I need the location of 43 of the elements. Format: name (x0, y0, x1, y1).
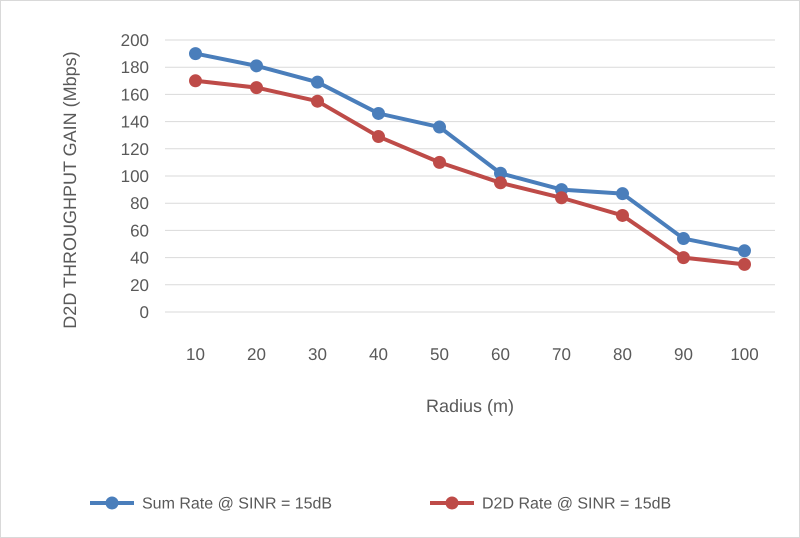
x-tick-label: 70 (552, 345, 571, 364)
y-tick-label: 80 (130, 194, 149, 214)
point (189, 47, 202, 60)
x-tick-label: 10 (186, 345, 205, 364)
legend-label: Sum Rate @ SINR = 15dB (142, 496, 332, 513)
x-tick-label: 20 (247, 345, 266, 364)
y-tick-label: 20 (130, 276, 149, 295)
y-tick-label: 60 (130, 221, 149, 240)
x-tick-label: 80 (613, 345, 632, 364)
point (189, 74, 202, 88)
point (433, 120, 446, 134)
point (372, 130, 385, 144)
y-tick-label: 40 (130, 248, 149, 268)
y-tick-label: 120 (120, 140, 149, 159)
point (616, 187, 629, 200)
point (677, 232, 690, 246)
point (433, 156, 446, 169)
x-tick-label: 90 (674, 345, 693, 364)
point (250, 81, 263, 94)
x-tick-label: 60 (491, 345, 510, 364)
y-tick-label: 200 (120, 30, 149, 50)
point (311, 76, 324, 89)
y-tick-label: 140 (120, 112, 149, 132)
x-tick-label: 100 (730, 345, 759, 364)
point (494, 176, 507, 190)
y-tick-label: 100 (120, 166, 149, 186)
point (250, 59, 263, 72)
point (372, 106, 385, 120)
point (677, 251, 690, 264)
y-tick-label: 160 (120, 85, 149, 104)
y-tick-label: 180 (120, 58, 149, 78)
point (616, 208, 629, 222)
point (311, 94, 324, 108)
legend-label: D2D Rate @ SINR = 15dB (482, 496, 672, 513)
x-axis-title: Radius (m) (426, 396, 514, 416)
x-tick-label: 40 (369, 345, 388, 364)
x-tick-label: 50 (430, 345, 449, 364)
point (738, 258, 751, 271)
point (738, 244, 751, 258)
y-tick-label: 0 (140, 302, 149, 322)
x-tick-label: 30 (308, 345, 327, 364)
y-axis-title: D2D THROUGHPUT GAIN (Mbps) (60, 51, 80, 329)
point (555, 191, 568, 204)
